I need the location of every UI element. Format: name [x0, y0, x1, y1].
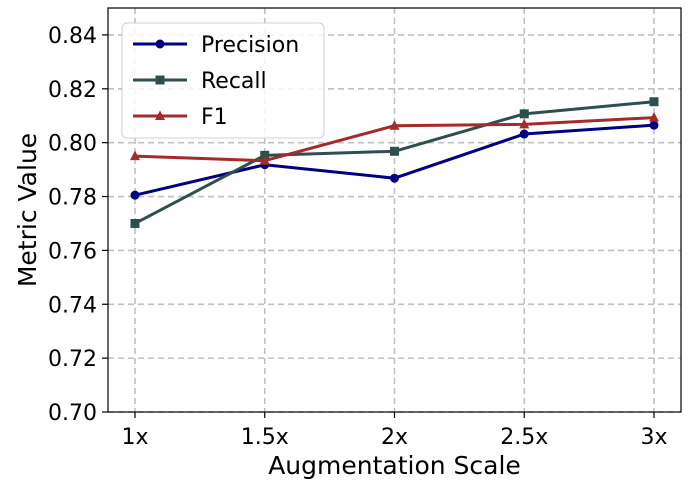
- series-precision: [130, 120, 659, 200]
- legend-item-recall: Recall: [133, 69, 267, 94]
- y-tick-label: 0.80: [48, 132, 97, 157]
- legend-label: Precision: [201, 33, 299, 58]
- circle-marker: [649, 120, 659, 130]
- legend-label: Recall: [201, 69, 267, 94]
- y-tick-label: 0.76: [48, 239, 97, 264]
- x-axis: 1x 1.5x 2x 2.5x 3x: [121, 412, 668, 450]
- triangle-marker: [519, 118, 530, 129]
- triangle-marker: [259, 155, 270, 165]
- y-tick-label: 0.74: [48, 293, 97, 318]
- triangle-marker: [649, 112, 659, 122]
- y-tick-label: 0.70: [48, 401, 97, 426]
- y-tick-label: 0.78: [48, 186, 97, 211]
- circle-marker: [130, 190, 140, 200]
- circle-marker: [155, 39, 165, 49]
- series-f1: [130, 112, 659, 165]
- x-tick-label: 2x: [381, 425, 408, 450]
- y-tick-label: 0.84: [48, 24, 97, 49]
- legend-item-f1: F1: [133, 105, 228, 130]
- square-marker: [155, 75, 165, 85]
- y-tick-label: 0.72: [48, 347, 97, 372]
- square-marker: [130, 218, 140, 228]
- legend-box: [121, 22, 325, 139]
- y-tick-label: 0.82: [48, 78, 97, 103]
- circle-marker: [390, 173, 399, 183]
- y-axis-title: Metric Value: [13, 133, 42, 287]
- square-marker: [649, 97, 659, 107]
- x-tick-label: 1x: [121, 425, 148, 450]
- x-tick-label: 2.5x: [500, 425, 548, 450]
- legend-item-precision: Precision: [133, 33, 299, 58]
- series-layer: [130, 97, 659, 228]
- square-marker: [519, 109, 529, 119]
- triangle-marker: [389, 120, 400, 130]
- legend-label: F1: [201, 105, 228, 130]
- triangle-marker: [130, 150, 140, 161]
- x-tick-label: 3x: [640, 425, 667, 450]
- legend: Precision Recall F1: [121, 22, 325, 139]
- x-tick-label: 1.5x: [241, 425, 289, 450]
- triangle-marker: [155, 110, 165, 120]
- x-axis-title: Augmentation Scale: [268, 451, 521, 480]
- circle-marker: [519, 129, 529, 139]
- square-marker: [390, 146, 399, 156]
- y-axis: 0.70 0.72 0.74 0.76 0.78 0.80 0.82 0.84: [48, 24, 108, 426]
